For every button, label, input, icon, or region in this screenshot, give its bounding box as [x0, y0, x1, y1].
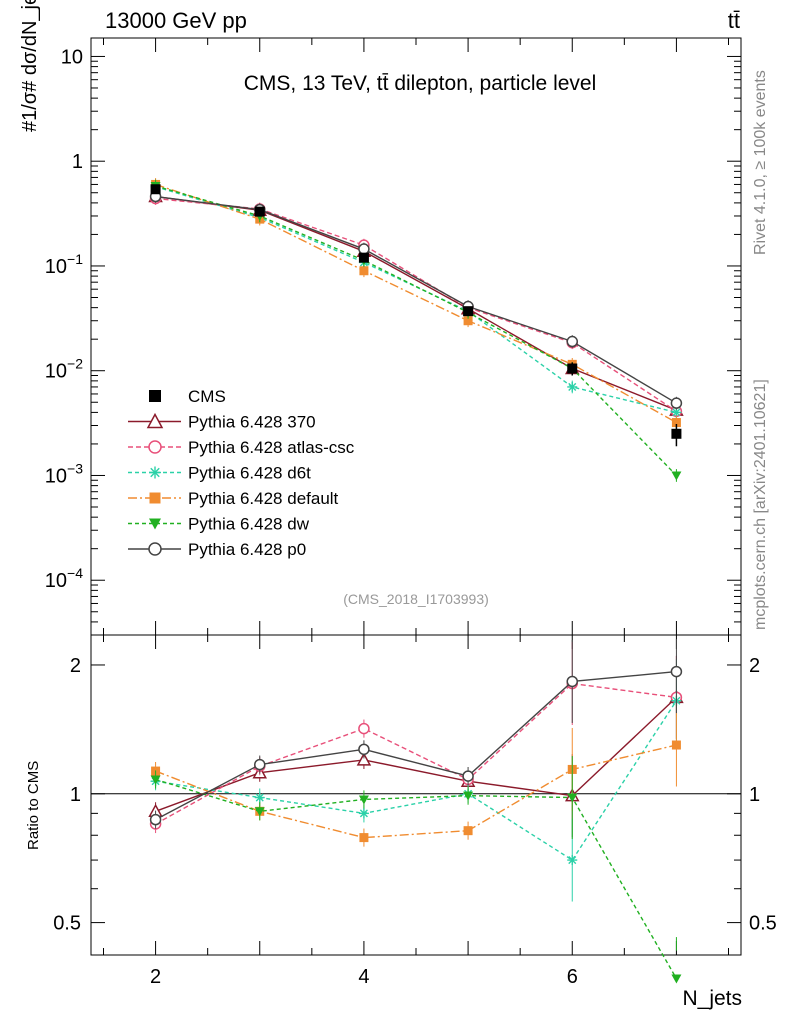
series-line [155, 195, 677, 404]
header-right: tt̄ [728, 8, 740, 33]
y-tick-label: 10−3 [45, 460, 83, 487]
ratio-point [567, 855, 578, 866]
data-point [671, 428, 682, 439]
legend-label: Pythia 6.428 dw [188, 515, 310, 534]
series-point [567, 381, 578, 392]
ratio-point [463, 791, 474, 801]
ratio-y-tick-label-right: 1 [749, 784, 760, 806]
legend-marker [149, 492, 161, 504]
svg-text:#1/σ# dσ/dN_jets: #1/σ# dσ/dN_jets [19, 0, 41, 132]
y-tick-label: 10−2 [45, 356, 83, 383]
data-point [150, 184, 161, 195]
series-line [155, 197, 677, 412]
ratio-point [358, 808, 369, 819]
series-line [155, 186, 677, 414]
x-tick-label: 2 [150, 966, 161, 988]
series-line [155, 183, 677, 424]
x-tick-label: 6 [567, 966, 578, 988]
ratio-point [671, 974, 682, 984]
ratio-point [358, 722, 370, 735]
ratio-line [155, 670, 677, 821]
ratio-point [358, 743, 370, 756]
ratio-point [463, 826, 473, 836]
series-point [566, 335, 578, 348]
y-tick-label: 10 [61, 46, 83, 68]
legend-label: Pythia 6.428 370 [188, 413, 316, 432]
legend-marker [149, 390, 161, 402]
main-axes: 10 1 10−1 10−2 10−3 10−4 [45, 38, 741, 636]
legend-marker [149, 466, 161, 479]
rivet-label: Rivet 4.1.0, ≥ 100k events [752, 70, 769, 255]
ratio-y-tick-label-right: 0.5 [749, 913, 777, 935]
data-point [358, 252, 369, 263]
legend-label: Pythia 6.428 d6t [188, 464, 311, 483]
y-tick-label: 10−1 [45, 251, 83, 278]
ratio-line [155, 696, 677, 812]
chart-title: CMS, 13 TeV, tt̄ dilepton, particle leve… [244, 72, 597, 95]
ratio-point [254, 807, 265, 817]
ratio-line [155, 778, 678, 979]
legend-marker [149, 518, 161, 530]
x-tick-label: 4 [358, 966, 369, 988]
ratio-line [155, 700, 678, 862]
legend-marker [148, 542, 162, 556]
series-point [463, 316, 473, 326]
ratio-point [254, 758, 266, 771]
ratio-y-axis-label: Ratio to CMS [25, 761, 42, 850]
legend-label: Pythia 6.428 default [188, 489, 339, 508]
ratio-y-tick-label: 0.5 [53, 913, 81, 935]
ratio-point [358, 795, 369, 805]
series-point [358, 243, 370, 255]
legend-label: Pythia 6.428 atlas-csc [188, 438, 355, 457]
legend-marker [148, 440, 162, 454]
ratio-y-tick-label: 2 [70, 655, 81, 677]
ratio-point [462, 770, 474, 782]
mcplots-label: mcplots.cern.ch [arXiv:2401.10621] [752, 379, 769, 630]
ratio-point [254, 792, 265, 803]
y-tick-label: 10−4 [45, 565, 83, 592]
ratio-point [149, 813, 162, 826]
data-point [254, 206, 265, 217]
ratio-point [150, 775, 161, 785]
ratio-y-tick-label-right: 2 [749, 655, 760, 677]
ratio-point [566, 675, 578, 688]
ratio-point [671, 740, 681, 750]
ratio-line [155, 682, 677, 825]
y-tick-label: 1 [72, 151, 83, 173]
analysis-id: (CMS_2018_I1703993) [343, 591, 489, 607]
ratio-point [670, 665, 683, 678]
legend-label: Pythia 6.428 p0 [188, 540, 306, 559]
ratio-panel-frame [90, 634, 742, 956]
series-point [671, 418, 681, 428]
y-axis-label: #1/σ# dσ/dN_jets [19, 0, 41, 132]
x-axis-label: N_jets [682, 987, 742, 1010]
series-line [155, 185, 677, 476]
main-series-layer [148, 178, 684, 482]
ratio-axes: 2 2 1 1 0.5 0.5 2 4 6 [53, 635, 777, 988]
ratio-series-layer [148, 638, 684, 984]
header-left: 13000 GeV pp [105, 8, 247, 33]
ratio-point [356, 752, 372, 766]
series-point [671, 471, 682, 481]
series-point [670, 397, 683, 409]
legend-marker [146, 412, 164, 429]
ratio-y-tick-label: 1 [70, 784, 81, 806]
data-point [567, 363, 578, 374]
legend-label: CMS [188, 387, 226, 406]
ratio-line [155, 744, 677, 839]
ratio-point [359, 833, 369, 843]
legend: CMS Pythia 6.428 370 Pythia 6.428 atlas-cs… [128, 387, 355, 559]
data-point [463, 306, 474, 317]
series-point [359, 266, 369, 276]
ratio-point [567, 793, 578, 803]
